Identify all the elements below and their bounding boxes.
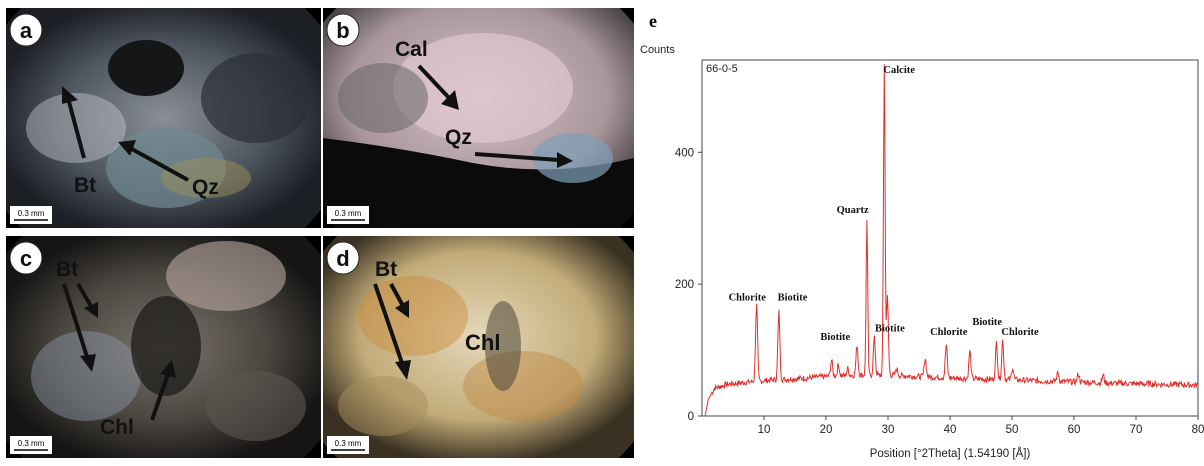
x-axis-label: Position [°2Theta] (1.54190 [Å]) <box>870 447 1031 460</box>
label-qz: Qz <box>445 126 472 149</box>
scale-label: 0.3 mm <box>335 209 362 218</box>
label-bt: Bt <box>56 258 78 281</box>
panel-c-badge <box>9 241 43 275</box>
panel-c-letter: c <box>20 246 32 271</box>
chl-arrow <box>150 373 170 421</box>
scale-label: 0.3 mm <box>18 439 45 448</box>
micrograph-panel-c: c Bt Chl 0.3 mm <box>6 236 321 458</box>
bt-arrowhead <box>62 86 78 104</box>
bt-arrow-2 <box>76 282 94 310</box>
peak-annotation: Biotite <box>778 293 808 304</box>
scale-label: 0.3 mm <box>335 439 362 448</box>
cal-arrow <box>417 64 453 102</box>
label-bt: Bt <box>375 258 397 281</box>
peak-annotation: Quartz <box>837 205 869 216</box>
x-tick-label: 70 <box>1130 424 1143 436</box>
peak-annotation: Calcite <box>883 65 915 76</box>
x-tick-label: 30 <box>882 424 895 436</box>
panel-d-letter: d <box>336 246 349 271</box>
panel-a-letter: a <box>20 18 33 43</box>
x-tick-label: 60 <box>1068 424 1081 436</box>
x-tick-label: 50 <box>1006 424 1019 436</box>
xrd-series-line <box>704 64 1199 417</box>
bt-arrowhead-1 <box>395 360 411 380</box>
y-tick-label: 200 <box>675 279 694 291</box>
x-tick-label: 80 <box>1192 424 1204 436</box>
peak-annotation: Biotite <box>875 324 905 335</box>
label-qz: Qz <box>192 176 219 199</box>
peak-annotation: Biotite <box>820 332 850 343</box>
y-tick-label: 400 <box>675 147 694 159</box>
bt-arrowhead-2 <box>395 300 409 318</box>
label-bt: Bt <box>74 174 96 197</box>
peak-annotation: Chlorite <box>930 327 968 338</box>
bt-arrowhead-1 <box>80 354 96 372</box>
plot-area <box>701 59 1199 417</box>
qz-arrowhead <box>557 152 573 168</box>
micrograph-panel-d: d Bt Chl 0.3 mm <box>323 236 634 458</box>
sample-label: 66-0-5 <box>706 63 738 75</box>
label-chl: Chl <box>465 330 500 355</box>
qz-arrow <box>129 146 189 182</box>
panel-e-letter: e <box>649 11 657 31</box>
panel-d-badge <box>326 241 360 275</box>
peak-annotation: Chlorite <box>729 293 767 304</box>
cal-arrowhead <box>441 90 459 110</box>
panel-a-badge <box>9 13 43 47</box>
bt-arrow <box>66 97 86 159</box>
bt-arrow-2 <box>389 283 405 307</box>
y-tick-label: 0 <box>688 411 694 423</box>
bt-arrow-1 <box>62 283 90 361</box>
y-axis-label: Counts <box>640 44 675 56</box>
bt-arrowhead-2 <box>84 302 98 318</box>
x-tick-label: 40 <box>944 424 957 436</box>
label-cal: Cal <box>395 38 428 61</box>
peak-annotation: Chlorite <box>1001 327 1039 338</box>
x-tick-label: 20 <box>820 424 833 436</box>
qz-arrowhead <box>118 140 136 156</box>
panel-b-letter: b <box>336 18 349 43</box>
scale-label: 0.3 mm <box>18 209 45 218</box>
panel-b-badge <box>326 13 360 47</box>
peak-annotation: Biotite <box>972 317 1002 328</box>
xrd-chart: e Counts 66-0-5 Position [°2Theta] (1.54… <box>640 0 1204 461</box>
x-tick-label: 10 <box>758 424 771 436</box>
chl-arrowhead <box>160 360 176 378</box>
qz-arrow <box>474 152 560 162</box>
micrograph-panel-a: a Bt Qz 0.3 mm <box>6 8 321 228</box>
bt-arrow-1 <box>373 283 405 367</box>
micrograph-panel-b: b Cal Qz 0.3 mm <box>323 8 634 228</box>
label-chl: Chl <box>100 416 134 439</box>
